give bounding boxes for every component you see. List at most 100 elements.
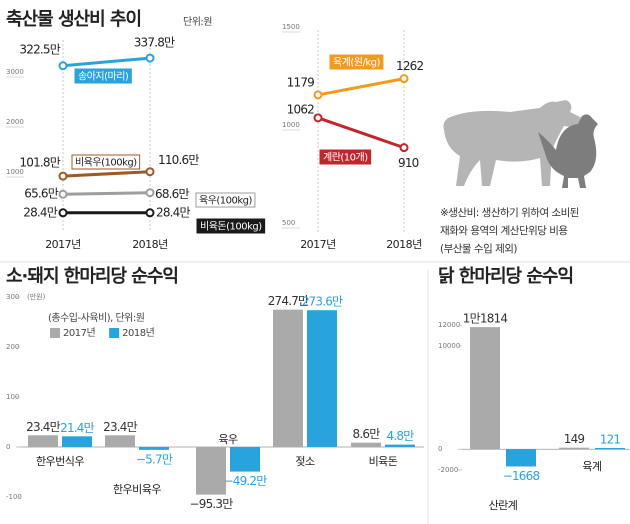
y-tick-label: 1000 <box>6 168 24 176</box>
value-label: 68.6만 <box>155 187 190 201</box>
legend-label: 2017년 <box>63 327 95 339</box>
y-tick-label: 0 <box>6 443 10 451</box>
x-tick-label: 비육돈 <box>369 455 398 468</box>
series-line <box>317 77 405 97</box>
x-tick-label: 2017년 <box>45 238 81 251</box>
value-label: 28.4만 <box>23 205 58 219</box>
animal-illustration <box>443 100 598 188</box>
y-tick-label: 300 <box>6 293 19 301</box>
legend-swatch <box>50 328 60 338</box>
series-label-box <box>195 192 256 208</box>
value-label: 121 <box>600 432 621 446</box>
value-label: 337.8만 <box>134 36 175 50</box>
value-label: 101.8만 <box>19 156 60 170</box>
value-label: 65.6만 <box>24 187 59 201</box>
data-point <box>145 53 155 63</box>
value-label: 1062 <box>287 102 315 116</box>
x-tick-label: 2018년 <box>386 238 422 251</box>
chart-subtitle: 단위:원 <box>183 15 212 28</box>
value-label: −1668 <box>503 469 540 483</box>
bar <box>230 447 260 472</box>
bar <box>506 449 536 467</box>
bar <box>351 442 381 447</box>
value-label: 8.6만 <box>353 427 381 441</box>
bar <box>196 447 226 495</box>
data-point <box>145 208 155 218</box>
bar <box>273 309 303 447</box>
bar <box>105 435 135 447</box>
series-line <box>62 191 151 196</box>
chart-title: 닭 한마리당 순수익 <box>438 266 573 287</box>
series-label: 계란(10개) <box>323 152 368 164</box>
x-tick-label: 한우비육우 <box>113 483 161 496</box>
series-label-box <box>71 154 141 170</box>
data-point <box>399 143 409 153</box>
x-tick-label: 2017년 <box>300 238 336 251</box>
value-label: 910 <box>398 156 419 170</box>
data-point <box>313 113 323 123</box>
cow-silhouette <box>443 100 584 186</box>
bar <box>139 447 169 450</box>
x-tick-label: 산란계 <box>489 499 518 512</box>
series-label: 육우(100kg) <box>199 195 253 207</box>
value-label: 1262 <box>396 59 424 73</box>
series-line <box>62 170 151 178</box>
value-label: 149 <box>564 432 585 446</box>
y-tick-label: -100 <box>6 493 22 501</box>
value-label: −5.7만 <box>136 452 173 466</box>
x-tick-label: 육우 <box>218 433 238 446</box>
x-tick-label: 젖소 <box>295 455 315 468</box>
series-label: 송아지(마리) <box>78 71 129 83</box>
bar <box>595 447 625 450</box>
y-tick-label: 500 <box>282 219 295 227</box>
legend-label: 2018년 <box>122 327 154 339</box>
data-point <box>58 208 68 218</box>
value-label: −49.2만 <box>223 474 267 488</box>
value-label: 28.4만 <box>156 205 191 219</box>
y-tick-label: 2000 <box>6 118 24 126</box>
value-label: 21.4만 <box>60 421 95 435</box>
series-line <box>62 56 151 68</box>
bar <box>559 447 589 450</box>
y-axis-label: (만원) <box>27 292 46 301</box>
value-label: 4.8만 <box>387 429 415 443</box>
x-tick-label: 2018년 <box>132 238 168 251</box>
bar <box>28 435 58 447</box>
series-line <box>317 116 405 150</box>
value-label: 274.7만 <box>268 294 309 308</box>
x-tick-label: 한우번식우 <box>36 455 84 468</box>
value-label: 1179 <box>287 75 315 89</box>
chart-title: 소·돼지 한마리당 순수익 <box>6 266 178 287</box>
y-tick-label: 1500 <box>282 23 300 31</box>
value-label: 23.4만 <box>103 420 138 434</box>
value-label: 110.6만 <box>158 153 199 167</box>
bar <box>385 444 415 447</box>
value-label: 1만1814 <box>463 312 508 326</box>
value-label: −95.3만 <box>189 497 233 511</box>
bar <box>307 310 337 447</box>
y-tick-label: -2000 <box>438 466 458 474</box>
note-line: (부산물 수입 제외) <box>440 242 517 255</box>
legend-swatch <box>109 328 120 338</box>
data-point <box>58 171 68 181</box>
data-point <box>399 74 409 84</box>
note-line: 재화와 용역의 계산단위당 비용 <box>440 224 568 237</box>
note-line: ※생산비: 생산하기 위하여 소비된 <box>440 206 579 219</box>
series-label: 비육돈(100kg) <box>200 221 262 233</box>
series-label: 비육우(100kg) <box>75 157 137 169</box>
data-point <box>313 90 323 100</box>
series-label-box <box>196 218 266 234</box>
series-label-box <box>319 149 372 165</box>
y-tick-label: 1000 <box>282 121 300 129</box>
data-point <box>145 167 155 177</box>
y-tick-label: 100 <box>6 393 19 401</box>
chart-subtitle: (총수입-사육비), 단위:원 <box>48 311 145 324</box>
bar <box>62 436 92 447</box>
x-tick-label: 육계 <box>582 460 601 473</box>
chicken-silhouette <box>538 114 598 188</box>
series-label-box <box>74 68 132 84</box>
value-label: 322.5만 <box>19 42 60 56</box>
series-label-box <box>329 54 384 70</box>
